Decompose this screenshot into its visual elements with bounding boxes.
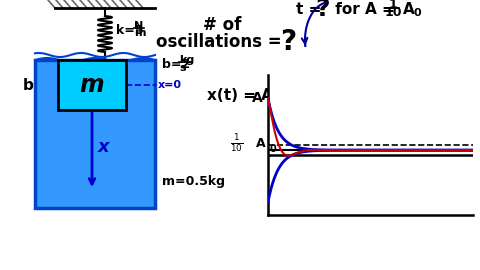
Text: for A =: for A = xyxy=(330,2,400,16)
Text: 0: 0 xyxy=(414,8,421,18)
Text: m: m xyxy=(134,28,145,38)
Text: m=0.5kg: m=0.5kg xyxy=(162,176,225,188)
Text: $\frac{1}{10}$: $\frac{1}{10}$ xyxy=(230,133,243,154)
Bar xyxy=(58,60,126,110)
Text: t[cos(ωt - φ)]: t[cos(ωt - φ)] xyxy=(301,87,413,103)
Text: A: A xyxy=(252,91,263,105)
Text: -b: -b xyxy=(286,82,298,92)
Text: m: m xyxy=(80,73,104,97)
Text: 0: 0 xyxy=(269,144,276,154)
Text: 2m: 2m xyxy=(286,89,304,99)
Bar xyxy=(58,60,126,110)
Text: b: b xyxy=(23,77,34,93)
Text: 0: 0 xyxy=(270,94,277,104)
Text: x(t) = A: x(t) = A xyxy=(207,87,273,103)
Text: # of: # of xyxy=(203,16,241,34)
Text: oscillations =: oscillations = xyxy=(156,33,288,51)
Text: N: N xyxy=(134,21,143,31)
Text: 1: 1 xyxy=(389,0,397,12)
Text: ?: ? xyxy=(280,28,296,56)
Text: kg: kg xyxy=(179,55,194,65)
Text: 10: 10 xyxy=(384,5,402,19)
Bar xyxy=(35,60,155,208)
Text: ?: ? xyxy=(315,0,329,21)
Text: A: A xyxy=(403,2,415,16)
Text: A: A xyxy=(256,137,266,150)
Text: k=5: k=5 xyxy=(116,23,144,36)
Text: t =: t = xyxy=(296,2,326,16)
Text: x: x xyxy=(98,138,109,156)
Text: b=2: b=2 xyxy=(162,58,190,70)
Text: s: s xyxy=(179,63,186,73)
Bar xyxy=(35,60,155,208)
Text: e: e xyxy=(277,87,288,103)
Text: x=0: x=0 xyxy=(158,80,182,90)
